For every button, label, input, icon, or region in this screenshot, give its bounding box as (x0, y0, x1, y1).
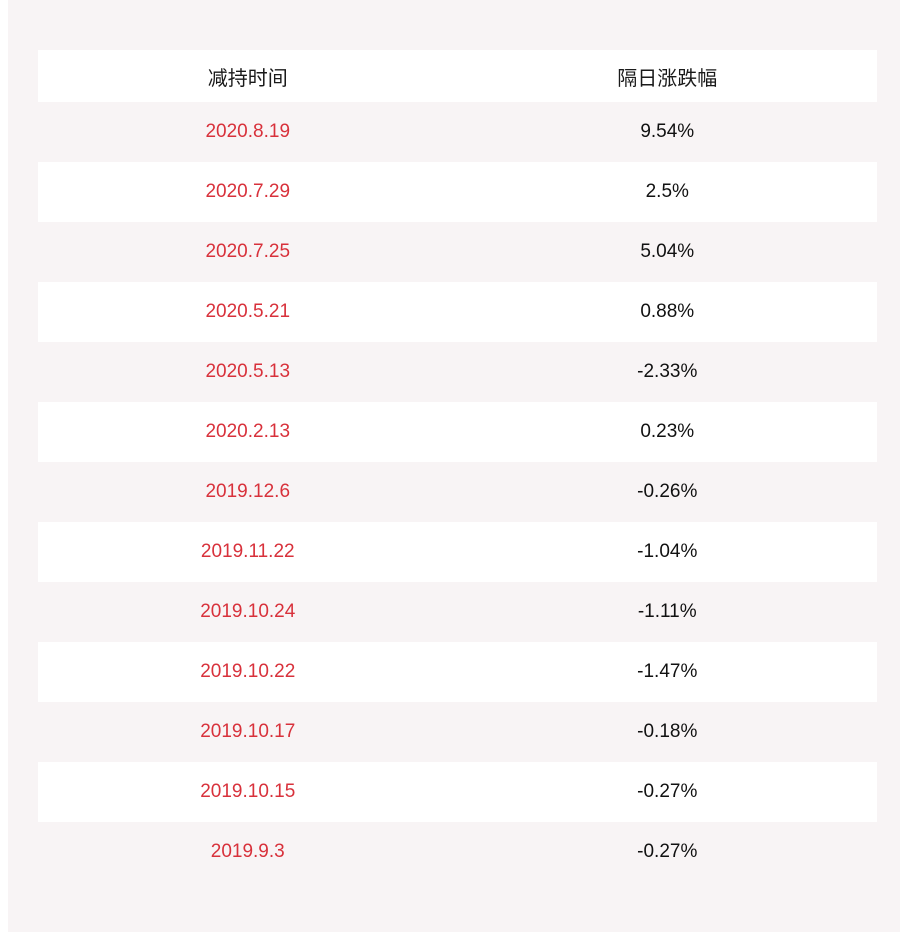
table-row: 2020.5.21 0.88% (38, 282, 877, 342)
table-row: 2019.10.17 -0.18% (38, 702, 877, 762)
table-row: 2019.10.24 -1.11% (38, 582, 877, 642)
reduction-date-cell: 2020.5.13 (205, 361, 291, 382)
table-row: 2020.5.13 -2.33% (38, 342, 877, 402)
reduction-table: 减持时间 隔日涨跌幅 2020.8.19 9.54% 2020.7.29 2.5% 20… (38, 50, 877, 882)
reduction-date-cell: 2019.10.22 (200, 661, 296, 682)
table-row: 2019.10.15 -0.27% (38, 762, 877, 822)
reduction-date-cell: 2020.8.19 (205, 121, 291, 142)
next-day-change-cell: 9.54% (640, 121, 695, 142)
next-day-change-cell: -2.33% (637, 361, 698, 382)
next-day-change-cell: -1.04% (637, 541, 698, 562)
reduction-date-cell: 2020.2.13 (205, 421, 291, 442)
header-reduction-time: 减持时间 (207, 65, 288, 90)
table-row: 2019.9.3 -0.27% (38, 822, 877, 882)
table-header-row: 减持时间 隔日涨跌幅 (38, 50, 877, 102)
next-day-change-cell: -0.27% (637, 781, 698, 802)
table-row: 2019.11.22 -1.04% (38, 522, 877, 582)
next-day-change-cell: -0.27% (637, 841, 698, 862)
reduction-date-cell: 2019.10.24 (200, 601, 296, 622)
next-day-change-cell: 2.5% (645, 181, 689, 202)
next-day-change-cell: -1.47% (637, 661, 698, 682)
table-row: 2020.8.19 9.54% (38, 102, 877, 162)
header-next-day-change: 隔日涨跌幅 (617, 65, 718, 90)
table-row: 2020.2.13 0.23% (38, 402, 877, 462)
table-row: 2019.12.6 -0.26% (38, 462, 877, 522)
next-day-change-cell: -0.26% (637, 481, 698, 502)
next-day-change-cell: -0.18% (637, 721, 698, 742)
next-day-change-cell: -1.11% (637, 601, 697, 622)
table-row: 2019.10.22 -1.47% (38, 642, 877, 702)
reduction-date-cell: 2019.11.22 (200, 541, 295, 562)
reduction-date-cell: 2019.12.6 (205, 481, 291, 502)
table-row: 2020.7.25 5.04% (38, 222, 877, 282)
reduction-date-cell: 2020.7.25 (205, 241, 291, 262)
reduction-date-cell: 2020.7.29 (205, 181, 291, 202)
reduction-date-cell: 2019.10.15 (200, 781, 296, 802)
next-day-change-cell: 5.04% (640, 241, 695, 262)
table-row: 2020.7.29 2.5% (38, 162, 877, 222)
reduction-date-cell: 2019.9.3 (210, 841, 285, 862)
content-panel: 减持时间 隔日涨跌幅 2020.8.19 9.54% 2020.7.29 2.5% 20… (8, 0, 900, 932)
next-day-change-cell: 0.23% (640, 421, 695, 442)
reduction-date-cell: 2019.10.17 (200, 721, 296, 742)
reduction-date-cell: 2020.5.21 (205, 301, 291, 322)
next-day-change-cell: 0.88% (640, 301, 695, 322)
